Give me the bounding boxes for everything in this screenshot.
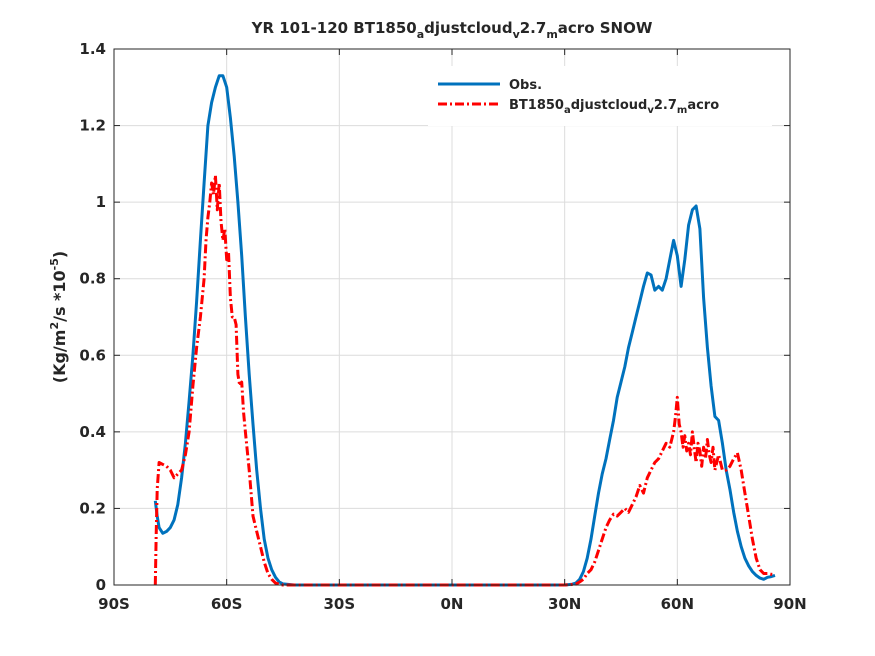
x-tick-label: 60S — [211, 595, 243, 613]
chart-title-mid1: djustcloud — [424, 19, 512, 37]
legend-model-sub1: a — [564, 105, 571, 116]
chart-title-tail: acro SNOW — [558, 19, 653, 37]
chart-title-mid2: 2.7 — [520, 19, 547, 37]
x-tick-label: 90S — [98, 595, 130, 613]
legend-label-model: BT1850adjustcloudv2.7macro — [509, 98, 719, 116]
legend-box — [428, 66, 772, 126]
y-axis-label-sup2: -5 — [48, 258, 61, 270]
x-tick-label: 60N — [661, 595, 694, 613]
legend: Obs. BT1850adjustcloudv2.7macro — [428, 66, 772, 126]
legend-label-obs: Obs. — [509, 78, 542, 93]
y-axis-label-suffix: ) — [50, 251, 69, 258]
x-tick-label: 30S — [323, 595, 355, 613]
y-tick-labels: 0 0.2 0.4 0.6 0.8 1 1.2 1.4 — [79, 40, 106, 594]
chart-title-sub1: a — [417, 28, 424, 41]
tick-marks — [113, 48, 791, 586]
y-tick-label: 0 — [96, 576, 106, 594]
chart-title-main: YR 101-120 BT1850 — [251, 19, 417, 37]
legend-model-sub2: v — [647, 105, 654, 116]
y-tick-label: 0.6 — [79, 346, 106, 364]
legend-model-part-a: BT1850 — [509, 98, 564, 113]
y-axis-label-mid: /s *10 — [50, 270, 69, 322]
series-line-obs — [153, 74, 776, 587]
x-tick-label: 0N — [441, 595, 464, 613]
y-tick-label: 1 — [96, 193, 106, 211]
chart-title-sub2: v — [513, 28, 521, 41]
x-tick-labels: 90S 60S 30S 0N 30N 60N 90N — [98, 595, 807, 613]
y-tick-label: 0.2 — [79, 499, 106, 517]
legend-model-part-c: 2.7 — [654, 98, 677, 113]
y-tick-label: 0.8 — [79, 270, 106, 288]
x-tick-label: 90N — [773, 595, 806, 613]
legend-model-part-b: djustcloud — [571, 98, 648, 113]
chart-title-sub3: m — [546, 28, 557, 41]
legend-model-sub3: m — [677, 105, 687, 116]
series-layer — [153, 74, 776, 587]
y-tick-label: 1.2 — [79, 117, 106, 135]
y-axis-label-sup1: 2 — [48, 322, 61, 330]
series-line-model — [153, 173, 776, 587]
x-tick-label: 30N — [548, 595, 581, 613]
y-axis-label-prefix: (Kg/m — [50, 330, 69, 384]
chart-title: YR 101-120 BT1850adjustcloudv2.7macro SN… — [251, 19, 653, 41]
legend-model-part-d: acro — [687, 98, 719, 113]
y-tick-label: 0.4 — [79, 423, 106, 441]
y-axis-label: (Kg/m2/s *10-5) — [48, 251, 69, 383]
y-tick-label: 1.4 — [79, 40, 106, 58]
